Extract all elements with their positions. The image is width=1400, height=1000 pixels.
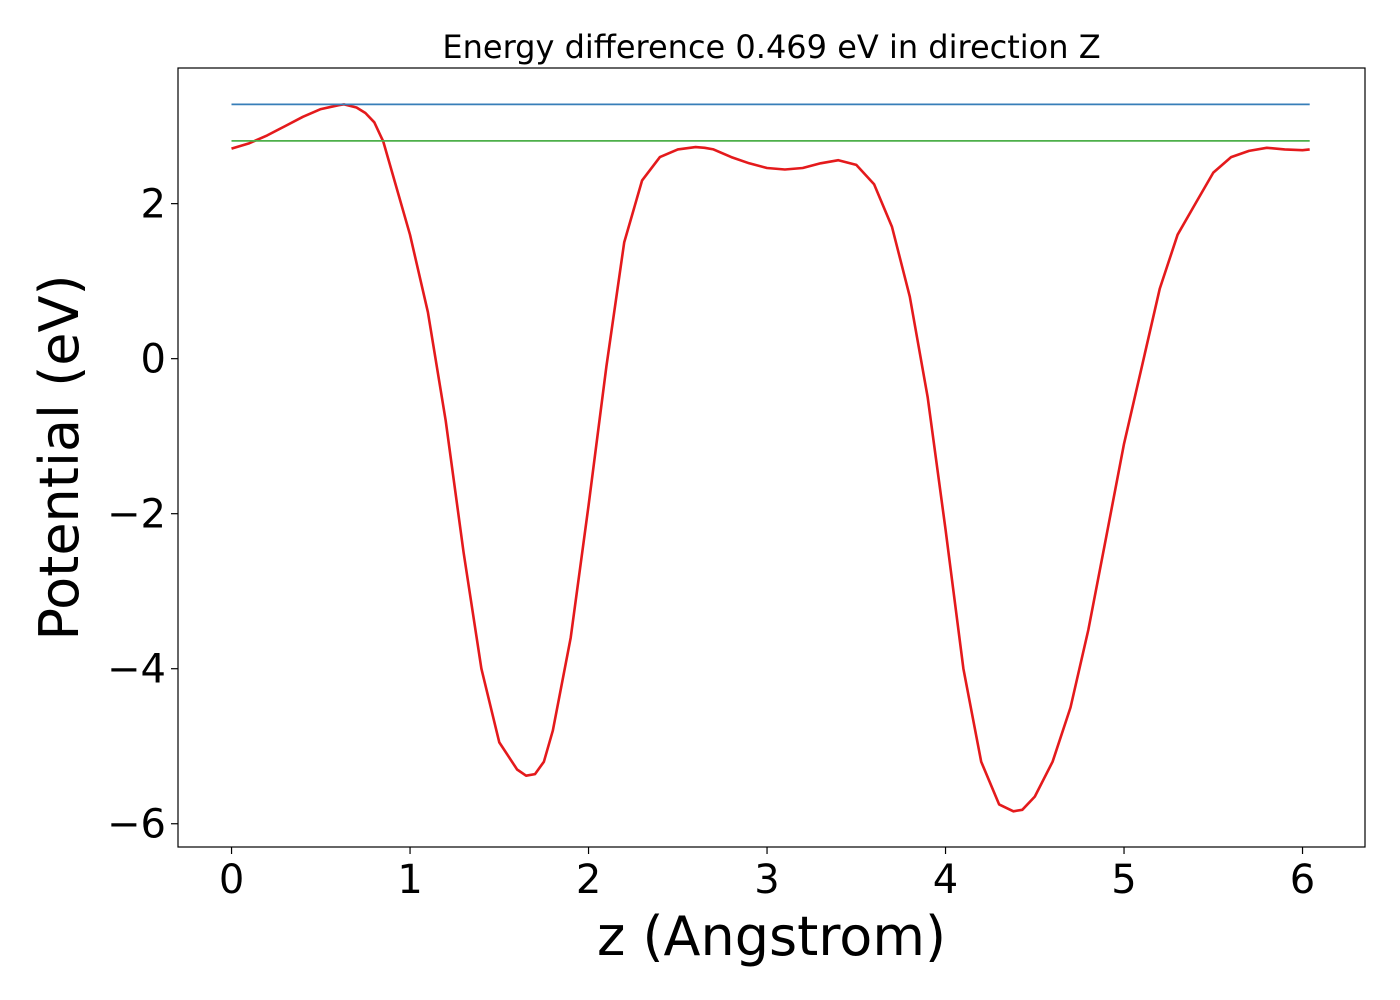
x-tick-label: 6 xyxy=(1290,857,1315,903)
y-tick-label: −6 xyxy=(107,802,166,848)
y-tick-label: −2 xyxy=(107,492,166,538)
x-axis-title: z (Angstrom) xyxy=(597,905,946,968)
chart-title: Energy difference 0.469 eV in direction … xyxy=(442,28,1100,66)
y-tick-label: 0 xyxy=(141,337,166,383)
y-axis-ticks: 2 0 −2 −4 −6 xyxy=(107,182,178,848)
x-tick-label: 5 xyxy=(1111,857,1136,903)
plot-frame xyxy=(177,67,1366,848)
x-tick-label: 1 xyxy=(397,857,422,903)
x-axis-ticks: 0 1 2 3 4 5 6 xyxy=(219,847,1315,903)
x-tick-label: 2 xyxy=(576,857,601,903)
x-tick-label: 4 xyxy=(933,857,958,903)
y-tick-label: −4 xyxy=(107,647,166,693)
x-tick-label: 0 xyxy=(219,857,244,903)
x-tick-label: 3 xyxy=(754,857,779,903)
series-line-0 xyxy=(231,103,1310,813)
y-axis-title: Potential (eV) xyxy=(28,274,91,640)
y-tick-label: 2 xyxy=(141,182,166,228)
series-layer xyxy=(231,103,1310,813)
